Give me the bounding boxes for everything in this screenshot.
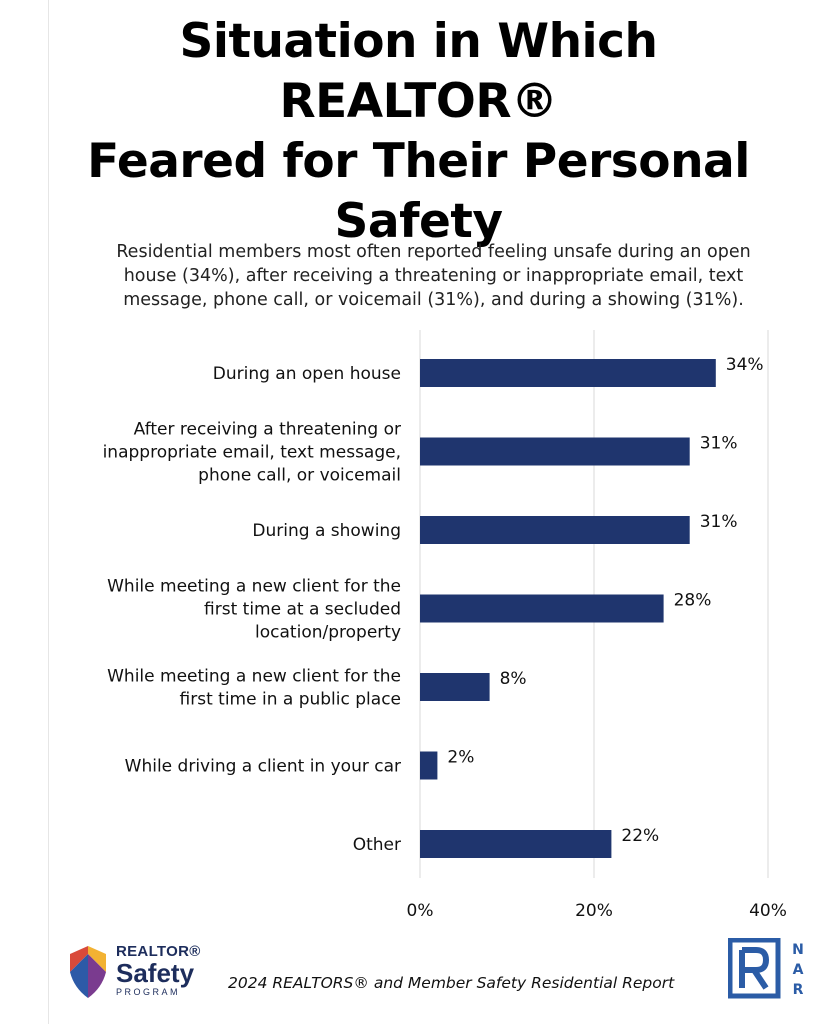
subtitle-line-3: message, phone call, or voicemail (31%),… xyxy=(123,290,744,310)
bar-value-label: 28% xyxy=(674,591,712,611)
category-label: While meeting a new client for the first … xyxy=(107,577,401,643)
category-label: Other xyxy=(353,835,401,855)
bar-value-label: 22% xyxy=(621,826,659,846)
shield-piece-blue xyxy=(70,954,88,998)
logo-word-realtor: REALTOR® xyxy=(116,943,201,960)
bar-2 xyxy=(420,516,690,544)
subtitle-line-2: house (34%), after receiving a threateni… xyxy=(123,266,744,286)
bar-4 xyxy=(420,673,490,701)
left-margin-rule xyxy=(48,0,49,1024)
category-label-line: inappropriate email, text message, xyxy=(103,443,401,463)
nar-letter-a: A xyxy=(793,962,804,978)
nar-letter-r: R xyxy=(793,982,804,998)
shield-piece-orange xyxy=(88,946,106,972)
shield-piece-purple xyxy=(88,954,106,998)
category-label-line: first time at a secluded xyxy=(204,600,401,620)
bar-chart: 0% 20% 40% 34% During an open house 31% After … xyxy=(103,330,787,921)
x-tick-label: 20% xyxy=(575,901,613,921)
category-label-line: While driving a client in your car xyxy=(125,757,401,777)
bar-1 xyxy=(420,437,690,466)
logo-word-safety: Safety xyxy=(116,958,195,988)
bar-value-label: 31% xyxy=(700,434,738,454)
category-label: While meeting a new client for the first … xyxy=(107,667,401,710)
category-label-line: After receiving a threatening or xyxy=(134,420,401,440)
logo-wordmark: REALTOR® Safety PROGRAM xyxy=(116,944,201,997)
bar-5 xyxy=(420,751,438,780)
x-tick-label: 0% xyxy=(407,901,434,921)
title-line-3: Safety xyxy=(334,194,504,249)
bar-6 xyxy=(420,830,612,858)
category-label-line: While meeting a new client for the xyxy=(107,577,401,597)
category-label-line: first time in a public place xyxy=(180,690,401,710)
bar-0 xyxy=(420,359,716,387)
subtitle-line-1: Residential members most often reported … xyxy=(116,242,751,262)
safety-shield-icon xyxy=(70,946,106,998)
shield-piece-red xyxy=(70,946,88,972)
bar-value-label: 8% xyxy=(500,669,527,689)
bar-3 xyxy=(420,594,664,623)
chart-subtitle: Residential members most often reported … xyxy=(70,240,797,312)
title-line-2: Feared for Their Personal xyxy=(87,134,750,189)
category-label-line: During an open house xyxy=(213,364,401,384)
title-line-1: Situation in Which REALTOR® xyxy=(179,14,658,129)
category-label: After receiving a threatening or inapprop… xyxy=(103,420,401,486)
category-label-line: Other xyxy=(353,835,401,855)
nar-r-mark xyxy=(739,947,770,990)
nar-logo-frame xyxy=(728,938,781,999)
source-note: 2024 REALTORS® and Member Safety Residen… xyxy=(228,974,675,992)
category-label-line: While meeting a new client for the xyxy=(107,667,401,687)
bar-value-label: 31% xyxy=(700,512,738,532)
x-tick-label: 40% xyxy=(749,901,787,921)
bar-value-label: 34% xyxy=(726,355,764,375)
nar-letter-n: N xyxy=(792,942,804,958)
nar-logo: N A R xyxy=(728,938,804,999)
category-label: While driving a client in your car xyxy=(125,757,401,777)
logo-word-program: PROGRAM xyxy=(116,987,181,997)
category-label: During an open house xyxy=(213,364,401,384)
bar-value-label: 2% xyxy=(447,748,474,768)
category-label-line: During a showing xyxy=(252,521,401,541)
category-label: During a showing xyxy=(252,521,401,541)
realtor-safety-logo: REALTOR® Safety PROGRAM xyxy=(66,944,206,1004)
chart-title: Situation in Which REALTOR® Feared for T… xyxy=(40,12,797,252)
category-label-line: phone call, or voicemail xyxy=(198,466,401,486)
category-label-line: location/property xyxy=(255,623,401,643)
